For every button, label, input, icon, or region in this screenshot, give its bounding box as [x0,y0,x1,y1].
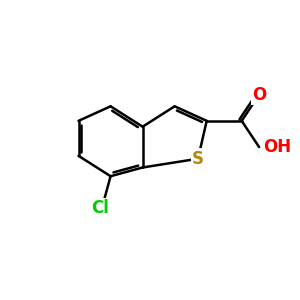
Text: S: S [192,150,204,168]
Text: OH: OH [263,138,292,156]
Text: Cl: Cl [92,199,109,217]
Text: O: O [252,85,266,103]
